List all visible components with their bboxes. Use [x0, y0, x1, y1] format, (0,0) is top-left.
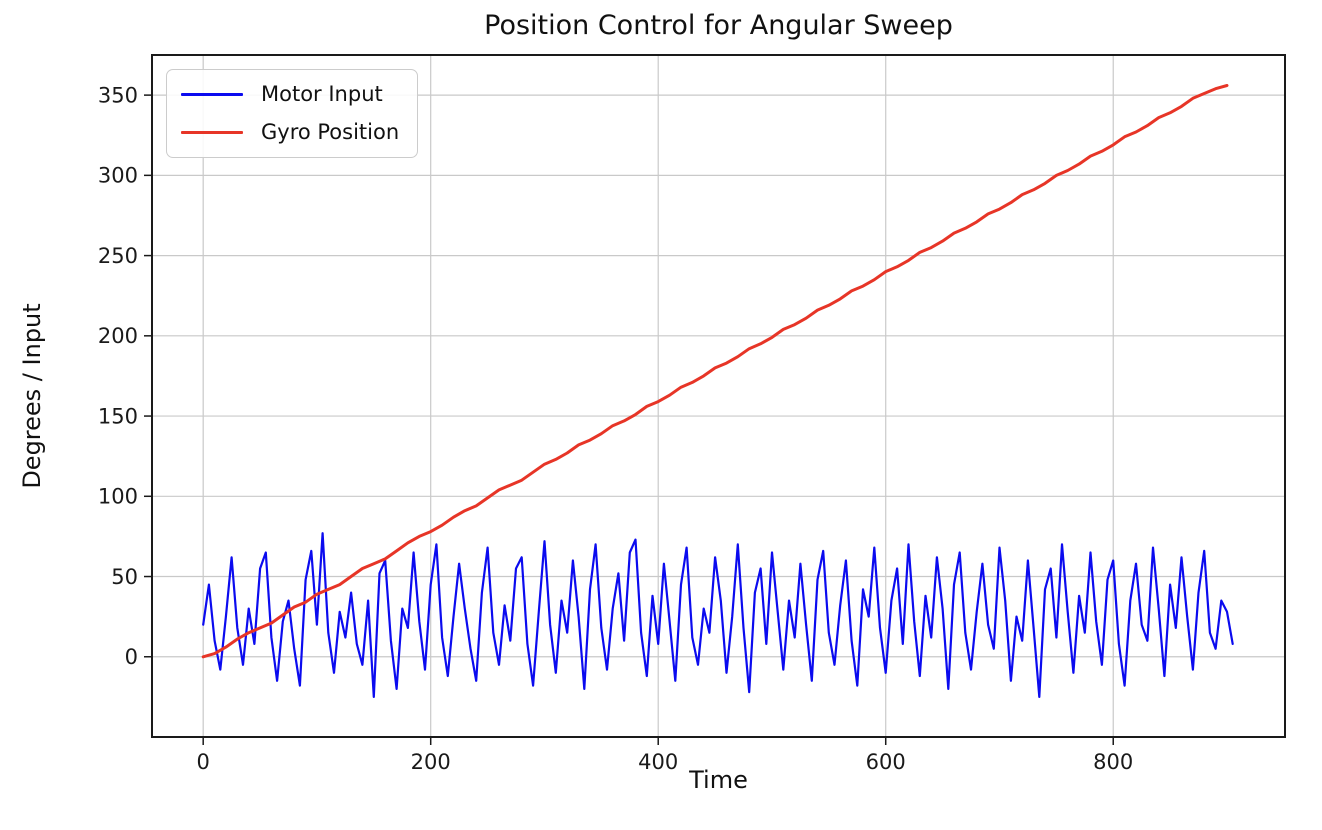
chart-title: Position Control for Angular Sweep: [484, 10, 953, 41]
x-tick-label: 200: [411, 750, 451, 774]
motor-input-line: [202, 532, 1234, 699]
grid: [152, 55, 1285, 737]
legend: Motor Input Gyro Position: [166, 69, 419, 159]
legend-item-motor-input: Motor Input: [181, 82, 399, 106]
axes-ticks: 0 200 400 600 800 0 50 100 150 200 250 300 350: [98, 83, 1133, 774]
x-tick-label: 800: [1093, 750, 1133, 774]
y-tick-label: 300: [98, 164, 138, 188]
y-tick-label: 100: [98, 485, 138, 509]
x-tick-label: 0: [197, 750, 210, 774]
legend-line-motor-input: [181, 92, 243, 97]
legend-line-gyro-position: [181, 130, 243, 135]
y-tick-label: 250: [98, 244, 138, 268]
y-tick-label: 350: [98, 83, 138, 107]
y-tick-label: 0: [125, 645, 138, 669]
x-tick-label: 400: [638, 750, 678, 774]
legend-label-gyro-position: Gyro Position: [261, 120, 400, 145]
y-tick-label: 50: [111, 565, 138, 589]
legend-item-gyro-position: Gyro Position: [181, 120, 400, 145]
y-tick-label: 150: [98, 404, 138, 428]
y-tick-label: 200: [98, 324, 138, 348]
y-axis-label: Degrees / Input: [18, 303, 46, 489]
plot-border: [151, 54, 1286, 738]
x-tick-label: 600: [866, 750, 906, 774]
gyro-position-line: [201, 84, 1229, 659]
legend-label-motor-input: Motor Input: [261, 82, 383, 106]
x-axis-label: Time: [689, 766, 748, 794]
